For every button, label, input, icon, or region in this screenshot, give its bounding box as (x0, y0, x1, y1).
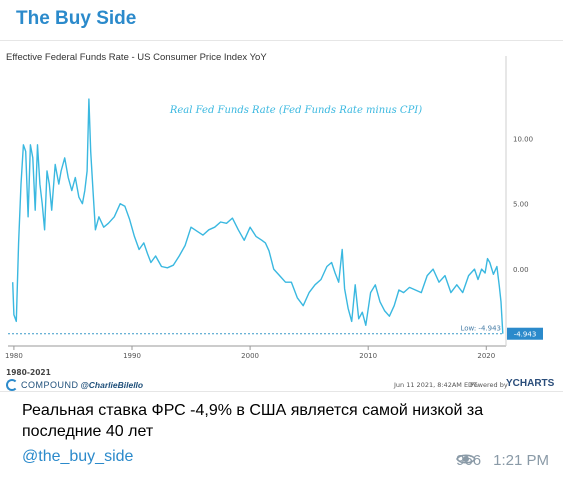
message-meta: 966 1:21 PM (456, 452, 549, 469)
channel-name[interactable]: The Buy Side (16, 8, 137, 29)
last-value-tag (507, 327, 543, 340)
chart-title: Effective Federal Funds Rate - US Consum… (6, 52, 267, 63)
channel-link[interactable]: @the_buy_side (22, 448, 134, 465)
message-line-1: Реальная ставка ФРС -4,9% в США является… (22, 402, 484, 419)
compound-name: COMPOUND (21, 380, 79, 390)
chart-image[interactable]: Effective Federal Funds Rate - US Consum… (0, 40, 563, 392)
low-label: Low: -4.943 (460, 325, 501, 333)
x-tick-label: 2000 (241, 352, 259, 360)
message-text: Реальная ставка ФРС -4,9% в США является… (22, 400, 542, 442)
last-value-label: -4.943 (514, 331, 537, 339)
message-time: 1:21 PM (493, 452, 549, 469)
compound-logo-icon (6, 379, 18, 391)
y-tick-label: 5.00 (513, 201, 529, 209)
powered-by-label: Powered by (470, 381, 508, 389)
x-tick-label: 1990 (123, 352, 141, 360)
x-tick-label: 2020 (477, 352, 495, 360)
chart-period: 1980-2021 (6, 368, 51, 377)
message-line-2: последние 40 лет (22, 423, 154, 440)
x-tick-label: 2010 (359, 352, 377, 360)
eye-icon (456, 454, 477, 464)
author-handle: @CharlieBilello (80, 380, 144, 390)
y-tick-label: 0.00 (513, 266, 529, 274)
y-tick-label: 10.00 (513, 135, 533, 143)
chart-timestamp: Jun 11 2021, 8:42AM EDT. (394, 381, 479, 389)
x-tick-label: 1980 (5, 352, 23, 360)
chart-plot: 0.00 5.00 10.00 1980 1990 2000 2010 2020 Low: -4… (5, 56, 543, 360)
ycharts-logo: YCHARTS (506, 378, 555, 389)
series-line (12, 98, 504, 334)
compound-brand: COMPOUND @CharlieBilello (6, 378, 143, 392)
series-annotation: Real Fed Funds Rate (Fed Funds Rate minu… (169, 105, 422, 116)
